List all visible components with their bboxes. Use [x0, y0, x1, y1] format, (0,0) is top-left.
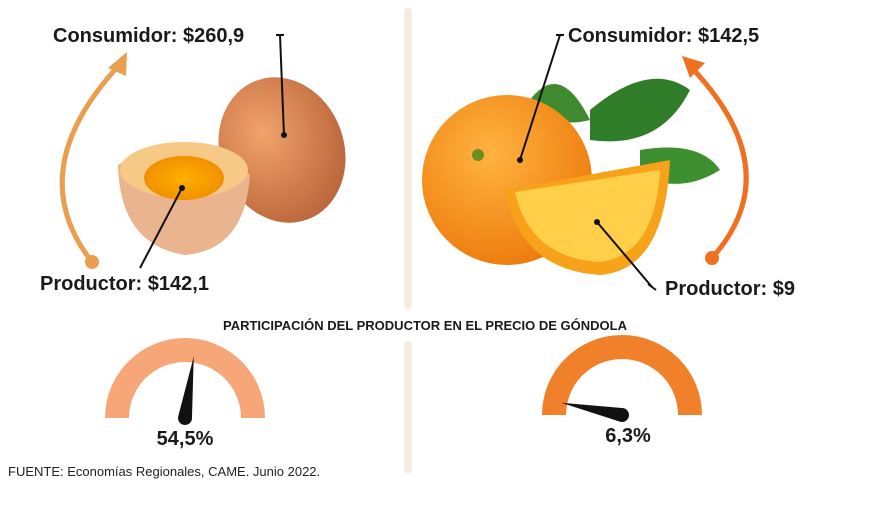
gauge-arc	[105, 338, 265, 418]
arrowhead	[682, 56, 705, 78]
source: FUENTE: Economías Regionales, CAME. Juni…	[8, 464, 320, 479]
gauge-arc	[542, 335, 702, 415]
producer-price: Productor: $142,1	[40, 273, 209, 295]
gauge-needle	[178, 356, 194, 425]
orange-illustration	[422, 78, 720, 275]
consumer-price: Consumidor: $142,5	[568, 25, 759, 47]
arrow-dot	[705, 251, 719, 265]
arrow	[688, 64, 749, 260]
egg-illustration	[118, 77, 346, 255]
leader-lines	[139, 34, 657, 291]
subtitle: PARTICIPACIÓN DEL PRODUCTOR EN EL PRECIO…	[223, 318, 628, 333]
consumer-price: Consumidor: $260,9	[53, 25, 244, 47]
gauge-needle	[561, 402, 629, 422]
arrow-dot	[85, 255, 99, 269]
producer-price: Productor: $9	[665, 278, 795, 300]
gauge-label: 6,3%	[605, 425, 651, 447]
gauge-label: 54,5%	[157, 428, 214, 450]
arrowhead	[108, 52, 127, 76]
arrow	[59, 60, 124, 264]
leader-dots	[179, 132, 600, 225]
